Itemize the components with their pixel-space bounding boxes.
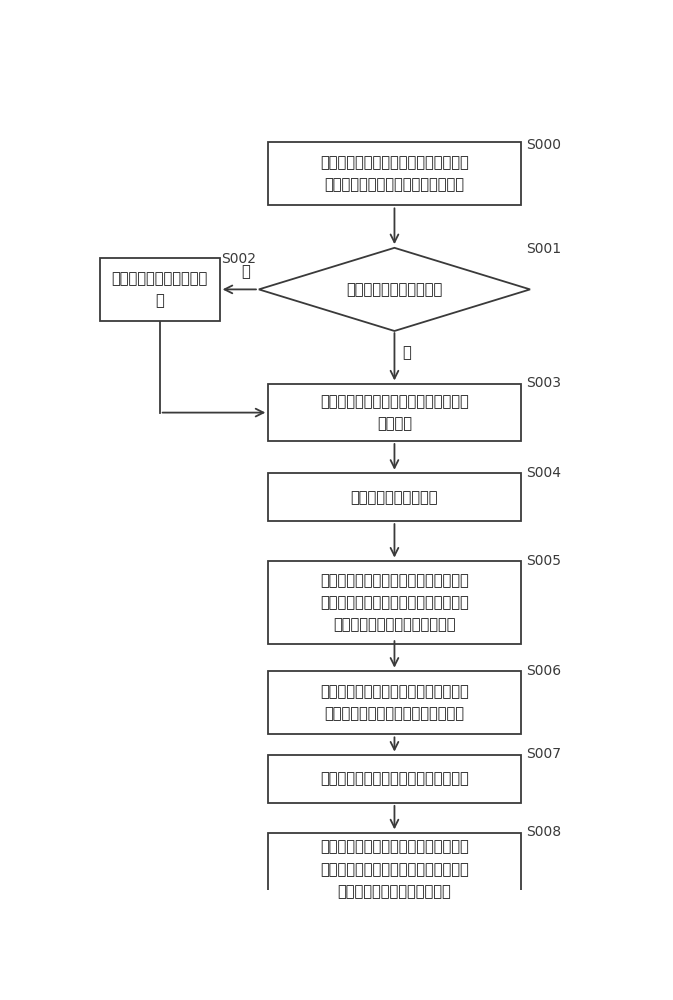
Text: 将所述任意时刻空间目标的位置和速度
与测试数据对应时间序列下的位置和速
度作差，得到轨道平滑误差。: 将所述任意时刻空间目标的位置和速度 与测试数据对应时间序列下的位置和速 度作差，… — [320, 840, 469, 899]
Text: S003: S003 — [526, 376, 561, 390]
Text: 导入采样时刻空间目标轨道参数，所述
轨道参数为位置和速度或轨道根数；: 导入采样时刻空间目标轨道参数，所述 轨道参数为位置和速度或轨道根数； — [320, 155, 469, 192]
FancyBboxPatch shape — [268, 142, 521, 205]
Text: S004: S004 — [526, 466, 561, 480]
Text: 计算任意时刻空间目标的位置和速度；: 计算任意时刻空间目标的位置和速度； — [320, 772, 469, 787]
Text: S007: S007 — [526, 747, 561, 761]
Text: 利用二阶傅里叶级数拟合模型生成任意
时刻空间目标轨道根数的平滑结果；: 利用二阶傅里叶级数拟合模型生成任意 时刻空间目标轨道根数的平滑结果； — [320, 684, 469, 721]
Text: 位置和速度转换为轨道根
数: 位置和速度转换为轨道根 数 — [112, 271, 208, 308]
Text: S008: S008 — [526, 825, 561, 839]
Text: S005: S005 — [526, 554, 561, 568]
Text: S002: S002 — [221, 252, 256, 266]
Text: 计算采样时刻轨道根数与解析预测轨道
根数之间的误差，生成拟合数据，利用
二阶傅里叶级数拟合所述误差；: 计算采样时刻轨道根数与解析预测轨道 根数之间的误差，生成拟合数据，利用 二阶傅里… — [320, 573, 469, 632]
FancyBboxPatch shape — [268, 755, 521, 803]
FancyBboxPatch shape — [268, 473, 521, 521]
Text: S001: S001 — [526, 242, 561, 256]
Text: S006: S006 — [526, 664, 561, 678]
Text: 是: 是 — [402, 345, 411, 360]
Text: 将所述采样时刻空间目标轨道根数转换
为平根数: 将所述采样时刻空间目标轨道根数转换 为平根数 — [320, 394, 469, 431]
FancyBboxPatch shape — [268, 833, 521, 906]
FancyBboxPatch shape — [268, 561, 521, 644]
Text: S000: S000 — [526, 138, 561, 152]
FancyBboxPatch shape — [100, 258, 219, 321]
Text: 轨道参数是否为轨道根数: 轨道参数是否为轨道根数 — [347, 282, 443, 297]
Text: 否: 否 — [242, 264, 250, 279]
Polygon shape — [259, 248, 530, 331]
Text: 解析法预报轨道平根数: 解析法预报轨道平根数 — [351, 490, 438, 505]
FancyBboxPatch shape — [268, 671, 521, 734]
FancyBboxPatch shape — [268, 384, 521, 441]
